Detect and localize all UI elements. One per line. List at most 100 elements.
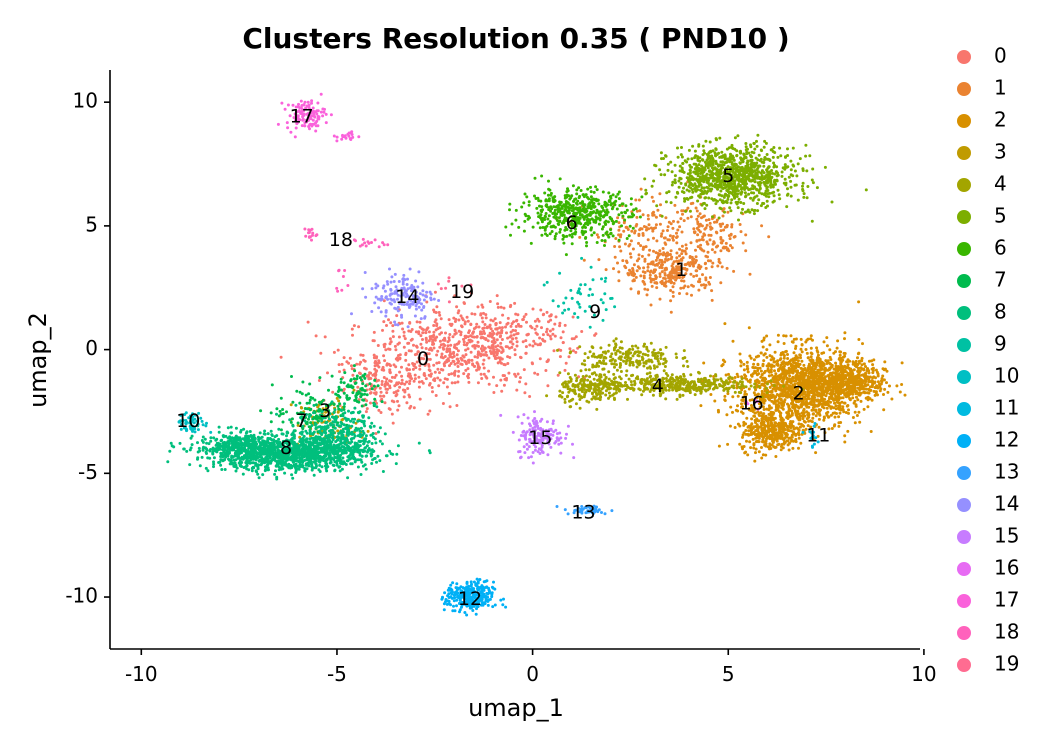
point bbox=[314, 334, 318, 338]
point bbox=[636, 346, 640, 350]
point bbox=[457, 329, 461, 333]
point bbox=[799, 337, 803, 341]
point bbox=[652, 199, 655, 203]
point bbox=[861, 385, 865, 389]
point bbox=[442, 342, 445, 346]
point bbox=[475, 344, 479, 348]
point bbox=[369, 401, 372, 405]
point bbox=[706, 250, 710, 254]
point bbox=[637, 241, 640, 245]
point bbox=[632, 387, 636, 391]
point bbox=[726, 210, 730, 214]
point bbox=[503, 374, 506, 378]
point bbox=[675, 356, 679, 359]
point bbox=[575, 379, 578, 383]
point bbox=[847, 366, 851, 370]
point bbox=[379, 390, 383, 394]
point bbox=[756, 410, 760, 414]
point bbox=[682, 349, 686, 353]
point bbox=[617, 387, 621, 391]
point bbox=[825, 406, 829, 410]
point bbox=[806, 424, 810, 428]
point bbox=[825, 361, 829, 365]
point bbox=[801, 167, 805, 171]
point bbox=[448, 347, 451, 351]
point bbox=[638, 359, 642, 363]
point bbox=[772, 380, 776, 384]
point bbox=[494, 356, 498, 360]
point bbox=[675, 256, 679, 260]
point bbox=[412, 364, 416, 368]
point bbox=[655, 239, 659, 243]
point bbox=[357, 325, 361, 329]
point bbox=[519, 324, 523, 328]
point bbox=[580, 390, 584, 393]
point bbox=[548, 329, 552, 333]
point bbox=[441, 338, 445, 342]
point bbox=[522, 315, 526, 319]
point bbox=[536, 343, 540, 347]
point bbox=[780, 406, 784, 410]
point bbox=[492, 354, 496, 358]
point bbox=[809, 380, 813, 384]
point bbox=[760, 434, 764, 438]
point bbox=[595, 393, 599, 397]
point bbox=[777, 394, 781, 397]
point bbox=[789, 179, 793, 183]
point bbox=[556, 348, 559, 352]
point bbox=[850, 369, 854, 372]
point bbox=[381, 366, 385, 370]
point bbox=[695, 274, 699, 278]
point bbox=[690, 293, 693, 297]
point bbox=[669, 299, 673, 303]
point bbox=[573, 385, 577, 389]
point bbox=[670, 255, 674, 259]
point bbox=[464, 368, 468, 372]
point bbox=[488, 300, 492, 303]
point bbox=[809, 401, 813, 405]
point bbox=[426, 357, 430, 361]
points-layer bbox=[166, 92, 907, 617]
point bbox=[418, 320, 422, 324]
point bbox=[453, 294, 457, 298]
point bbox=[835, 398, 838, 402]
point bbox=[807, 376, 811, 380]
point bbox=[779, 386, 783, 390]
point bbox=[462, 340, 466, 344]
point bbox=[817, 425, 821, 429]
point bbox=[554, 315, 558, 319]
point bbox=[388, 337, 392, 341]
point bbox=[406, 374, 410, 378]
point bbox=[719, 249, 723, 253]
point bbox=[595, 233, 599, 237]
point bbox=[619, 340, 623, 344]
point bbox=[456, 361, 460, 365]
point bbox=[692, 380, 695, 384]
point bbox=[504, 325, 507, 329]
point bbox=[350, 327, 354, 331]
point bbox=[737, 385, 741, 389]
point bbox=[563, 323, 567, 327]
point bbox=[529, 324, 533, 328]
point bbox=[707, 233, 711, 237]
point bbox=[650, 284, 654, 288]
point bbox=[757, 440, 761, 444]
point bbox=[665, 267, 668, 271]
point bbox=[868, 380, 872, 384]
point bbox=[799, 441, 803, 445]
point bbox=[715, 218, 719, 222]
point bbox=[633, 229, 637, 233]
point bbox=[779, 414, 783, 418]
point bbox=[801, 402, 805, 406]
point bbox=[800, 343, 804, 347]
point bbox=[654, 215, 658, 219]
point bbox=[646, 262, 650, 266]
point bbox=[669, 278, 673, 282]
point bbox=[466, 335, 470, 339]
point bbox=[778, 427, 782, 431]
point bbox=[756, 392, 760, 396]
point bbox=[437, 311, 441, 314]
point bbox=[583, 363, 587, 367]
point bbox=[578, 388, 581, 392]
